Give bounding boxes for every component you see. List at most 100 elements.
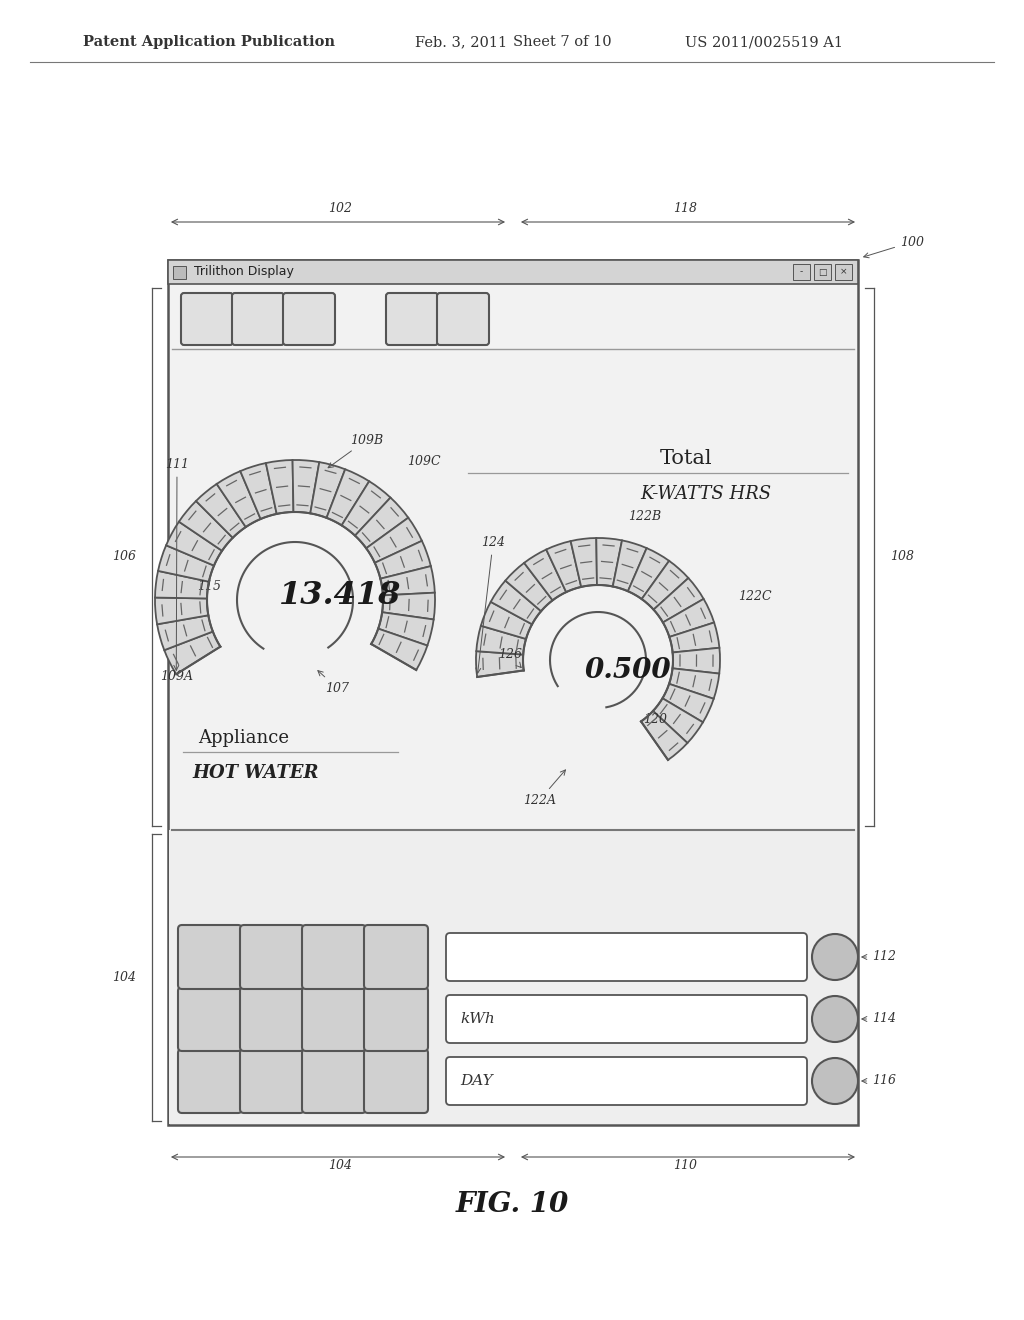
- Wedge shape: [380, 566, 435, 595]
- Bar: [814, 264, 831, 280]
- FancyBboxPatch shape: [181, 293, 233, 345]
- Wedge shape: [179, 502, 232, 550]
- FancyBboxPatch shape: [178, 987, 242, 1051]
- Bar: [168, 260, 858, 284]
- FancyBboxPatch shape: [240, 1049, 304, 1113]
- Text: 122C: 122C: [738, 590, 772, 603]
- Text: 114: 114: [862, 1012, 896, 1026]
- Wedge shape: [266, 461, 294, 513]
- Text: 116: 116: [862, 1074, 896, 1088]
- Text: □: □: [818, 268, 826, 276]
- Wedge shape: [546, 541, 582, 593]
- Text: 13.418: 13.418: [279, 579, 401, 610]
- Text: 107: 107: [317, 671, 349, 694]
- Wedge shape: [196, 484, 246, 537]
- Bar: [169, 830, 857, 1125]
- Text: Total: Total: [660, 449, 713, 467]
- Text: 126: 126: [498, 648, 522, 668]
- Text: kWh: kWh: [460, 1012, 495, 1026]
- Wedge shape: [327, 470, 370, 525]
- FancyBboxPatch shape: [364, 1049, 428, 1113]
- Text: 118: 118: [674, 202, 697, 215]
- Wedge shape: [663, 599, 714, 638]
- Wedge shape: [155, 598, 208, 624]
- Bar: [168, 260, 858, 1125]
- Wedge shape: [375, 541, 431, 578]
- Text: 109A: 109A: [160, 671, 193, 682]
- Wedge shape: [653, 578, 703, 623]
- Wedge shape: [157, 615, 213, 651]
- FancyBboxPatch shape: [232, 293, 284, 345]
- Text: 109B: 109B: [328, 433, 383, 467]
- Wedge shape: [476, 626, 526, 655]
- Wedge shape: [293, 459, 319, 513]
- Circle shape: [812, 997, 858, 1041]
- Text: 110: 110: [674, 1159, 697, 1172]
- Wedge shape: [164, 631, 220, 675]
- Text: Sheet 7 of 10: Sheet 7 of 10: [513, 36, 611, 49]
- Text: DAY: DAY: [460, 1074, 493, 1088]
- Wedge shape: [673, 648, 720, 673]
- Text: 109C: 109C: [407, 455, 440, 469]
- Circle shape: [812, 935, 858, 979]
- FancyBboxPatch shape: [302, 925, 366, 989]
- FancyBboxPatch shape: [240, 925, 304, 989]
- Wedge shape: [217, 471, 261, 527]
- FancyBboxPatch shape: [446, 1057, 807, 1105]
- FancyBboxPatch shape: [446, 933, 807, 981]
- FancyBboxPatch shape: [364, 987, 428, 1051]
- Text: -: -: [800, 268, 803, 276]
- Wedge shape: [490, 581, 541, 624]
- Wedge shape: [628, 548, 669, 599]
- FancyBboxPatch shape: [302, 1049, 366, 1113]
- Wedge shape: [669, 668, 719, 698]
- Wedge shape: [166, 521, 222, 565]
- Bar: [835, 264, 852, 280]
- Text: 0.500: 0.500: [585, 656, 672, 684]
- Text: 122A: 122A: [523, 770, 565, 807]
- Text: 111: 111: [165, 458, 189, 671]
- Text: US 2011/0025519 A1: US 2011/0025519 A1: [685, 36, 843, 49]
- FancyBboxPatch shape: [386, 293, 438, 345]
- Wedge shape: [481, 602, 532, 639]
- Wedge shape: [653, 698, 702, 743]
- Text: 100: 100: [863, 235, 924, 257]
- Wedge shape: [670, 623, 720, 652]
- Text: Appliance: Appliance: [198, 729, 289, 747]
- Wedge shape: [663, 684, 714, 722]
- FancyBboxPatch shape: [178, 925, 242, 989]
- Wedge shape: [372, 628, 427, 671]
- Text: 104: 104: [329, 1159, 352, 1172]
- Text: 120: 120: [643, 713, 667, 726]
- Wedge shape: [641, 711, 687, 760]
- Wedge shape: [241, 463, 276, 519]
- Text: 122B: 122B: [628, 510, 662, 523]
- Text: ×: ×: [840, 268, 847, 276]
- Text: 112: 112: [862, 950, 896, 964]
- Wedge shape: [524, 549, 566, 601]
- FancyBboxPatch shape: [240, 987, 304, 1051]
- Wedge shape: [158, 545, 214, 582]
- Text: Patent Application Publication: Patent Application Publication: [83, 36, 335, 49]
- Bar: [793, 264, 810, 280]
- Wedge shape: [378, 612, 433, 645]
- Wedge shape: [155, 570, 209, 598]
- Wedge shape: [476, 651, 523, 677]
- Circle shape: [812, 1059, 858, 1104]
- FancyBboxPatch shape: [283, 293, 335, 345]
- FancyBboxPatch shape: [446, 995, 807, 1043]
- FancyBboxPatch shape: [302, 987, 366, 1051]
- Text: Feb. 3, 2011: Feb. 3, 2011: [415, 36, 507, 49]
- Text: Trilithon Display: Trilithon Display: [194, 265, 294, 279]
- Text: 115: 115: [197, 579, 221, 593]
- Text: 102: 102: [329, 202, 352, 215]
- FancyBboxPatch shape: [178, 1049, 242, 1113]
- Wedge shape: [596, 539, 622, 586]
- Wedge shape: [310, 462, 345, 517]
- Text: FIG. 10: FIG. 10: [456, 1192, 568, 1218]
- Wedge shape: [506, 562, 553, 611]
- Wedge shape: [355, 498, 409, 548]
- Wedge shape: [367, 517, 422, 562]
- FancyBboxPatch shape: [364, 925, 428, 989]
- Text: K-WATTS HRS: K-WATTS HRS: [640, 484, 771, 503]
